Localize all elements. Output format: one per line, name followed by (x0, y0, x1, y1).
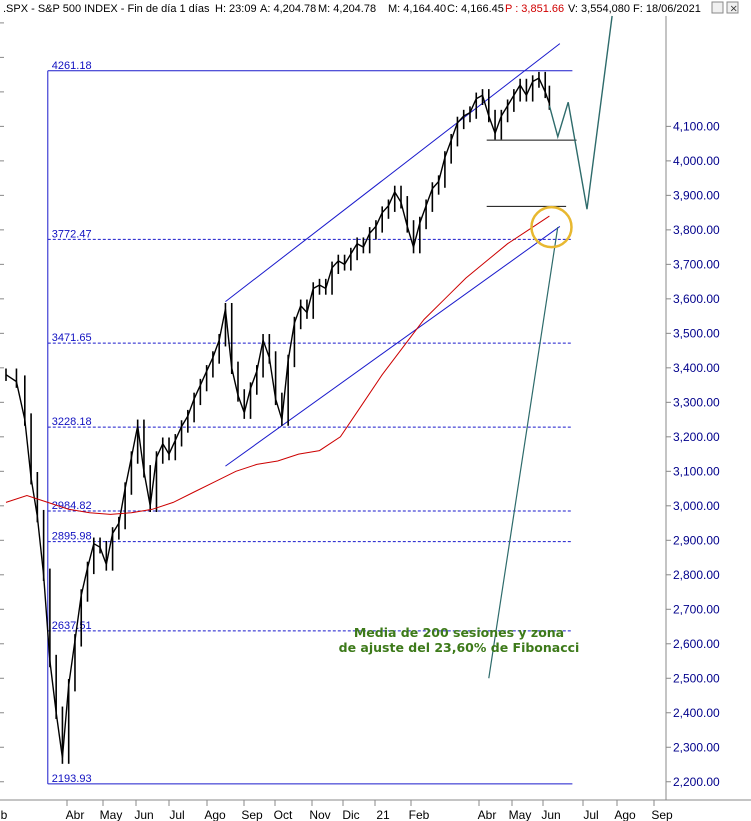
x-tick-label: b (1, 808, 8, 821)
ma200-line (5, 215, 550, 515)
y-tick-label: 3,300.00 (673, 395, 720, 409)
fib-level-label: 4261.18 (52, 60, 92, 72)
x-tick-label: Nov (309, 808, 330, 821)
highlight-circle (530, 205, 573, 249)
y-tick-label: 2,900.00 (673, 533, 720, 547)
y-tick-label: 3,200.00 (673, 430, 720, 444)
x-tick-label: Dic (342, 808, 359, 821)
header-symbol: .SPX - S&P 500 INDEX - Fin de día 1 días (3, 3, 210, 15)
x-tick-label: Jun (134, 808, 153, 821)
y-tick-label: 2,400.00 (673, 706, 720, 720)
x-tick-label: Jul (169, 808, 184, 821)
x-tick-label: Ago (614, 808, 636, 821)
y-tick-label: 2,500.00 (673, 671, 720, 685)
x-tick-label: May (509, 808, 532, 821)
header-a: A: 4,204.78 (260, 3, 316, 15)
x-tick-label: Abr (66, 808, 85, 821)
x-tick-label: May (100, 808, 123, 821)
y-tick-label: 4,100.00 (673, 119, 720, 133)
x-tick-label: Jul (583, 808, 598, 821)
y-tick-label: 2,700.00 (673, 602, 720, 616)
fib-level-label: 3772.47 (52, 228, 92, 240)
x-tick-label: Feb (409, 808, 430, 821)
y-tick-label: 2,200.00 (673, 775, 720, 789)
y-tick-label: 2,600.00 (673, 637, 720, 651)
y-tick-label: 3,600.00 (673, 292, 720, 306)
x-tick-label: Oct (274, 808, 293, 821)
header-p: P : 3,851.66 (505, 3, 564, 15)
fib-level-label: 2984.82 (52, 500, 92, 512)
channel-line (225, 43, 561, 303)
y-tick-label: 3,700.00 (673, 257, 720, 271)
header-m: M: 4,204.78 (318, 3, 376, 15)
y-tick-label: 3,900.00 (673, 188, 720, 202)
y-tick-label: 3,500.00 (673, 326, 720, 340)
fib-level-label: 2637.51 (52, 620, 92, 632)
header-min: M: 4,164.40 (388, 3, 446, 15)
y-tick-label: 4,000.00 (673, 154, 720, 168)
x-tick-label: Ago (204, 808, 226, 821)
projection-path (548, 15, 613, 210)
y-tick-label: 2,300.00 (673, 740, 720, 754)
y-tick-label: 2,800.00 (673, 568, 720, 582)
header-h: H: 23:09 (215, 3, 257, 15)
x-tick-label: Jun (541, 808, 560, 821)
y-tick-label: 3,800.00 (673, 223, 720, 237)
annotation-text-line-1: Media de 200 sesiones y zona (354, 625, 564, 640)
header-c: C: 4,166.45 (447, 3, 504, 15)
y-tick-label: 3,400.00 (673, 361, 720, 375)
y-tick-label: 3,100.00 (673, 464, 720, 478)
annotation-text-line-2: de ajuste del 23,60% de Fibonacci (339, 640, 580, 655)
x-tick-label: Abr (478, 808, 497, 821)
close-icon: × (730, 4, 738, 15)
fib-level-label: 2895.98 (52, 531, 92, 543)
x-tick-label: Sep (241, 808, 263, 821)
x-tick-label: Sep (651, 808, 673, 821)
price-line (5, 77, 551, 758)
fib-level-label: 2193.93 (52, 773, 92, 785)
fib-level-label: 3228.18 (52, 416, 92, 428)
header-f: F: 18/06/2021 (633, 3, 701, 15)
maximize-button[interactable] (711, 1, 724, 14)
x-tick-label: 21 (376, 808, 390, 821)
header-v: V: 3,554,080 (568, 3, 630, 15)
y-tick-label: 3,000.00 (673, 499, 720, 513)
channel-line (225, 226, 561, 467)
close-button[interactable] (726, 1, 739, 14)
fib-level-label: 3471.65 (52, 332, 92, 344)
annotation-arrow (488, 227, 559, 679)
